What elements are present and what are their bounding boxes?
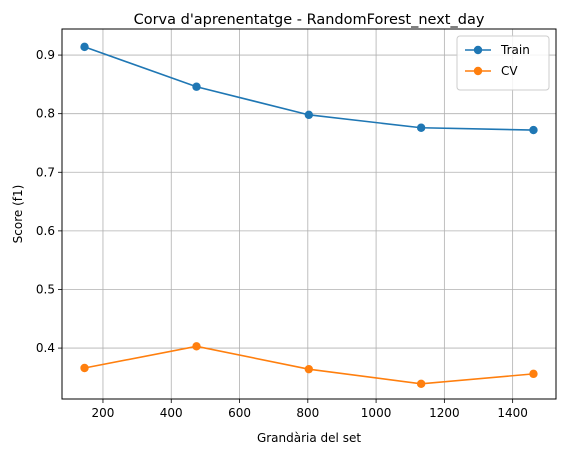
data-point-cv <box>416 379 426 389</box>
data-point-cv <box>529 369 538 379</box>
data-point-cv <box>304 364 314 374</box>
y-tick-label: 0.8 <box>36 107 55 121</box>
y-tick-label: 0.7 <box>36 165 55 179</box>
y-tick-label: 0.5 <box>36 282 55 296</box>
y-axis-label: Score (f1) <box>11 185 25 244</box>
grid-lines <box>62 29 556 399</box>
y-tick-label: 0.9 <box>36 48 55 62</box>
data-point-train <box>416 123 426 132</box>
legend-label-train: Train <box>500 43 530 57</box>
data-point-cv <box>192 342 201 351</box>
x-tick-label: 1000 <box>361 406 392 420</box>
data-point-train <box>529 125 538 135</box>
axis-ticks: 200 400 600 800 1000 1200 1400 0.4 0.5 0.6 0.7 0.8 0… <box>36 48 528 420</box>
x-tick-label: 600 <box>228 406 251 420</box>
x-tick-label: 200 <box>92 406 115 420</box>
x-tick-label: 800 <box>296 406 319 420</box>
x-tick-label: 1200 <box>429 406 460 420</box>
y-tick-label: 0.4 <box>36 341 55 355</box>
x-axis-label: Grandària del set <box>257 431 361 445</box>
data-point-cv <box>80 363 89 373</box>
plot-frame <box>61 28 557 400</box>
chart-title: Corva d'aprenentatge - RandomForest_next… <box>134 12 485 28</box>
legend-marker-train <box>473 45 483 55</box>
data-series <box>80 42 538 389</box>
x-tick-label: 1400 <box>497 406 528 420</box>
legend-marker-cv <box>473 66 483 76</box>
data-point-train <box>304 110 314 120</box>
legend: Train CV <box>456 35 550 91</box>
y-tick-label: 0.6 <box>36 224 55 238</box>
data-point-train <box>192 82 201 91</box>
x-tick-label: 400 <box>160 406 183 420</box>
data-point-train <box>80 42 89 52</box>
legend-label-cv: CV <box>501 64 518 78</box>
